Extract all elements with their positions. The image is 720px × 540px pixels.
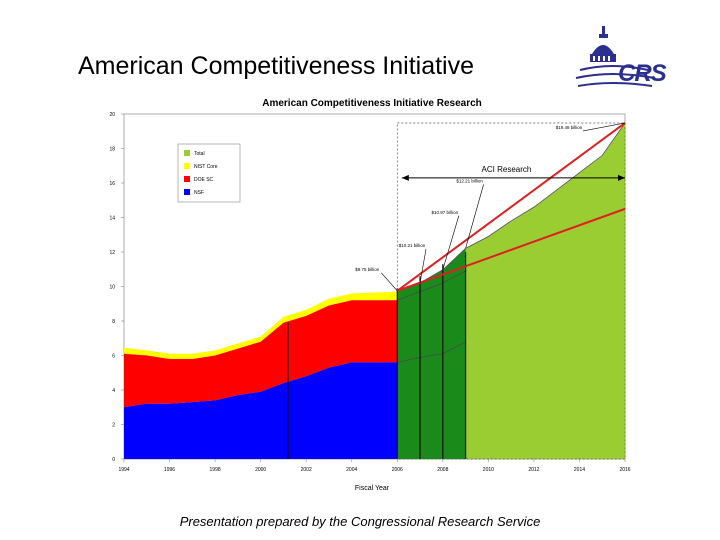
trend-line-upper: [396, 122, 626, 292]
trend-line-lower: [396, 207, 626, 292]
x-axis-label: Fiscal Year: [355, 485, 390, 492]
legend-label: DOE SC: [194, 177, 214, 183]
chart-title: American Competitiveness Initiative Rese…: [262, 98, 482, 109]
annotation-label: $10.97 billion: [432, 210, 459, 215]
annotation-label: $10.21 billion: [399, 243, 426, 248]
doe-projection-line: [397, 270, 466, 301]
annotation-leader: [381, 272, 398, 292]
slide-title: American Competitiveness Initiative: [78, 52, 474, 80]
capitol-dome-icon: [575, 26, 655, 87]
crs-logo-text: CRS: [618, 60, 667, 87]
legend-swatch: [184, 189, 190, 195]
x-tick-label: 2012: [528, 467, 539, 473]
annotation-label: ACI Research: [482, 165, 532, 174]
total-outline: [397, 122, 626, 292]
annotation-label: $12.21 billion: [456, 178, 483, 183]
aci-request-area: [397, 248, 466, 459]
chart-legend: Total NIST Core DOE SC NSF: [177, 143, 241, 203]
legend-swatch: [184, 176, 190, 182]
legend-swatch: [184, 150, 190, 156]
x-tick-label: 2002: [301, 467, 312, 473]
nsf-area: [124, 362, 398, 459]
x-tick-label: 1998: [210, 467, 221, 473]
annotation-leader: [465, 184, 484, 249]
x-tick-label: 1996: [164, 467, 175, 473]
x-tick-label: 2006: [392, 467, 403, 473]
legend-label: NIST Core: [194, 164, 218, 170]
annotation-leader: [582, 122, 626, 132]
annotation-label: $19.48 billion: [556, 125, 583, 130]
annotation-leader: [442, 215, 460, 270]
arrowhead-right: [618, 174, 625, 181]
y-tick-label: 8: [112, 319, 115, 325]
nsf-projection-line: [397, 341, 466, 363]
y-tick-label: 10: [109, 285, 115, 291]
y-tick-label: 20: [109, 112, 115, 118]
arrowhead-left: [401, 174, 409, 181]
y-tick-label: 12: [109, 250, 115, 256]
annotation-leader: [419, 248, 427, 283]
x-tick-label: 2016: [619, 467, 630, 473]
x-tick-label: 1994: [118, 467, 129, 473]
x-tick-label: 2008: [437, 467, 448, 473]
projection-box: [396, 122, 626, 460]
y-tick-label: 4: [112, 388, 115, 394]
legend-swatch: [184, 163, 190, 169]
y-tick-label: 2: [112, 423, 115, 429]
x-tick-label: 2000: [255, 467, 266, 473]
y-tick-label: 6: [112, 354, 115, 360]
annotation-bg: [479, 164, 533, 175]
x-tick-label: 2014: [574, 467, 585, 473]
x-tick-label: 2004: [346, 467, 357, 473]
y-tick-label: 18: [109, 147, 115, 153]
y-tick-label: 0: [112, 457, 115, 463]
annotation-label: $9.75 billion: [355, 267, 380, 272]
footer-credit: Presentation prepared by the Congression…: [179, 514, 541, 529]
legend-label: Total: [194, 151, 205, 157]
y-tick-label: 16: [109, 181, 115, 187]
legend-label: NSF: [194, 190, 204, 196]
x-tick-label: 2010: [483, 467, 494, 473]
doe-sc-area: [124, 300, 398, 408]
y-tick-label: 14: [109, 216, 115, 222]
nist-core-area: [124, 291, 398, 359]
